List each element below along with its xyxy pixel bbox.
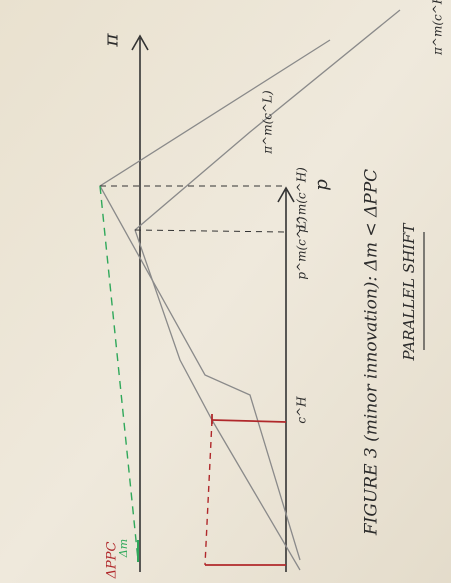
price-low-label: p^m(c^L) [295,216,309,280]
p-arrow [277,186,295,203]
pi-label: π [99,33,123,48]
delta-m: Δm [117,539,130,558]
pi-arrow [131,34,149,51]
curve-high-label: π^m(c^H) [431,0,445,56]
cost-label: c^H [295,396,309,424]
guide [134,229,287,233]
caption-subtitle: PARALLEL SHIFT [400,223,418,362]
caption-title: FIGURE 3 (minor innovation): Δm < ΔPPC [362,169,382,536]
curve-low-label: π^m(c^L) [261,90,275,155]
p-label: p [311,179,332,191]
delta-ppc: ΔPPC [105,542,120,580]
red-guide [204,419,213,566]
curve-high [99,39,331,561]
curve-low [134,9,401,571]
price-high-label: p^m(c^H) [295,167,309,233]
green-guide [99,185,139,561]
red-segment [211,419,287,423]
